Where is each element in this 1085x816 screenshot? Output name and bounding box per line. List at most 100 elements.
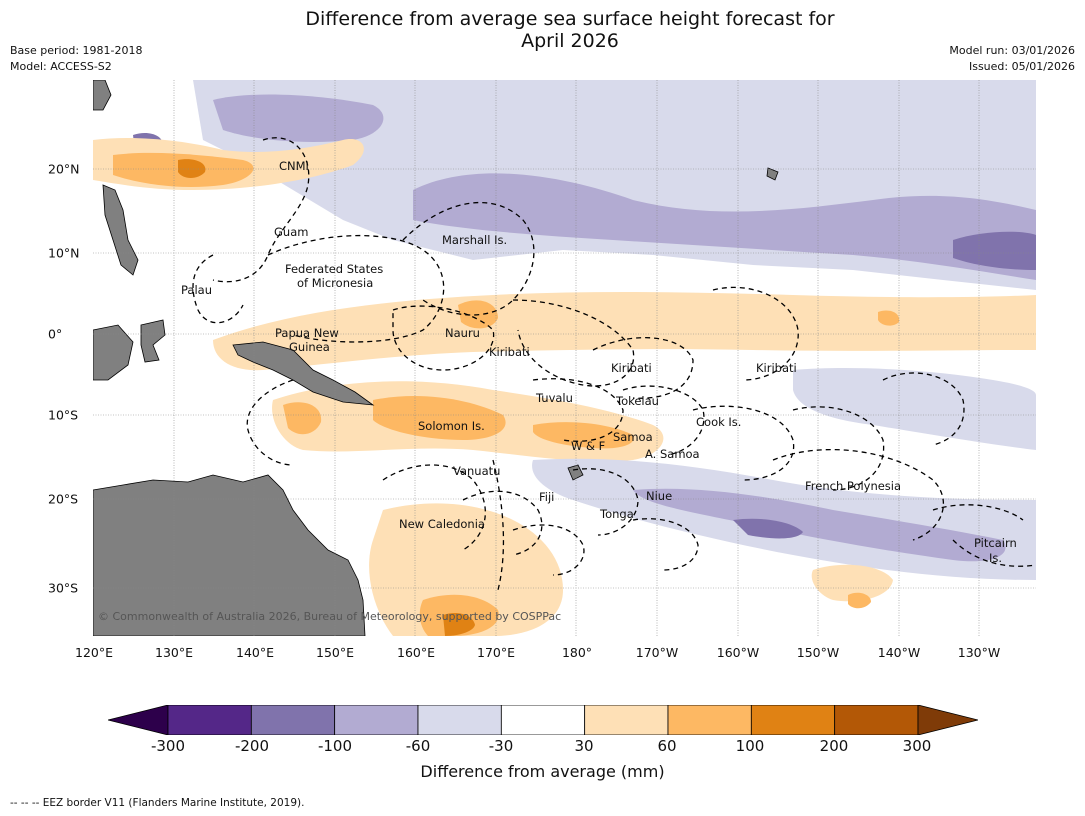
- colorbar: [108, 705, 978, 735]
- colorbar-segment-6: [584, 705, 669, 735]
- label-wallis-futuna: W & F: [571, 439, 605, 453]
- y-tick-2: 10°N: [48, 245, 80, 261]
- colorbar-label-9: 200: [819, 737, 849, 755]
- label-png-1: Papua New: [275, 326, 339, 340]
- anomaly-region-pos-sw-4: [283, 402, 322, 435]
- land-borneo: [93, 324, 134, 381]
- label-marshall: Marshall Is.: [442, 233, 507, 247]
- label-french-polynesia: French Polynesia: [805, 479, 901, 493]
- y-tick-5: 20°S: [48, 491, 79, 507]
- x-tick-8: 170°W: [635, 645, 679, 660]
- title-line-2: April 2026: [521, 30, 619, 52]
- land-hawaii: [766, 167, 779, 181]
- title-line-1: Difference from average sea surface heig…: [305, 8, 835, 30]
- colorbar-label-8: 100: [735, 737, 765, 755]
- anomaly-region-pos-sw: [369, 503, 563, 636]
- colorbar-extend-high: [917, 705, 978, 735]
- issued-date: Issued: 05/01/2026: [968, 60, 1075, 73]
- x-tick-5: 160°E: [396, 645, 436, 660]
- colorbar-segment-5: [500, 705, 586, 735]
- anomaly-region-pos-equatorial: [213, 291, 1036, 371]
- label-vanuatu: Vanuatu: [453, 464, 500, 478]
- x-tick-10: 150°W: [796, 645, 840, 660]
- meta-right: Model run: 03/01/2026 Issued: 05/01/2026: [949, 43, 1075, 75]
- label-palau: Palau: [181, 283, 212, 297]
- label-solomon: Solomon Is.: [418, 419, 485, 433]
- colorbar-label-10: 300: [902, 737, 932, 755]
- land-new-zealand-hint: [567, 464, 584, 481]
- colorbar-segment-7: [667, 705, 752, 735]
- colorbar-segment-1: [167, 705, 252, 735]
- y-tick-4: 10°S: [48, 407, 79, 423]
- colorbar-extend-low: [108, 705, 169, 735]
- land-australia: [93, 474, 366, 636]
- anomaly-region-pos-se: [811, 564, 893, 602]
- anomaly-region-pos-south-3: [533, 422, 634, 449]
- anomaly-region-neg-south-3: [733, 518, 803, 539]
- colorbar-label-3: -100: [317, 737, 353, 755]
- label-samoa: Samoa: [613, 430, 653, 444]
- colorbar-segment-8: [750, 705, 836, 735]
- label-kiribati-central: Kiribati: [611, 361, 652, 375]
- y-tick-1: 20°N: [48, 161, 80, 177]
- y-tick-3: 0°: [48, 326, 63, 342]
- x-tick-9: 160°W: [716, 645, 760, 660]
- anomaly-region-neg-north-4: [953, 231, 1036, 270]
- label-american-samoa: A. Samoa: [645, 447, 700, 461]
- anomaly-region-pos-sw-3: [443, 613, 475, 636]
- x-tick-12: 130°W: [957, 645, 1001, 660]
- base-period: Base period: 1981-2018: [10, 44, 143, 57]
- label-tokelau: Tokelau: [615, 394, 659, 408]
- anomaly-region-pos-se-2: [848, 592, 871, 609]
- x-tick-1: 120°E: [74, 645, 114, 660]
- label-niue: Niue: [646, 489, 672, 503]
- colorbar-label-7: 60: [657, 737, 677, 755]
- model-name: Model: ACCESS-S2: [10, 60, 112, 73]
- anomaly-region-neg-south-2: [633, 488, 1006, 562]
- anomaly-region-neg-east: [793, 368, 1036, 450]
- anomaly-region-neg-north-2: [413, 173, 1036, 280]
- label-fiji: Fiji: [539, 490, 554, 504]
- colorbar-segment-2: [250, 705, 336, 735]
- model-run: Model run: 03/01/2026: [949, 44, 1075, 57]
- label-png-2: Guinea: [289, 340, 330, 354]
- colorbar-label-2: -200: [234, 737, 270, 755]
- label-kiribati-west: Kiribati: [489, 345, 530, 359]
- x-tick-3: 140°E: [235, 645, 275, 660]
- forecast-map: CNMI Guam Marshall Is. Federated States …: [93, 80, 1036, 636]
- chart-title: Difference from average sea surface heig…: [0, 8, 1085, 52]
- colorbar-label-1: -300: [150, 737, 186, 755]
- land-sulawesi: [140, 319, 166, 363]
- label-pitcairn-1: Pitcairn: [974, 536, 1017, 550]
- colorbar-label-6: 30: [574, 737, 594, 755]
- eez-footnote: -- -- -- EEZ border V11 (Flanders Marine…: [10, 797, 305, 809]
- label-new-caledonia: New Caledonia: [399, 517, 485, 531]
- label-tuvalu: Tuvalu: [535, 391, 573, 405]
- graticule: [93, 80, 1036, 636]
- label-kiribati-east: Kiribati: [756, 361, 797, 375]
- colorbar-segment-9: [834, 705, 919, 735]
- anomaly-region-pos-nw-3: [178, 159, 206, 178]
- land-new-guinea: [232, 341, 375, 406]
- eez-borders: [192, 137, 1036, 591]
- label-tonga: Tonga: [599, 507, 634, 521]
- label-fsm-1: Federated States: [285, 262, 383, 276]
- colorbar-label-5: -30: [488, 737, 514, 755]
- copyright-notice: © Commonwealth of Australia 2026, Bureau…: [98, 610, 561, 623]
- colorbar-segment-4: [417, 705, 502, 735]
- x-tick-7: 180°: [561, 645, 593, 660]
- x-tick-4: 150°E: [315, 645, 355, 660]
- x-tick-6: 170°E: [476, 645, 516, 660]
- colorbar-label-4: -60: [405, 737, 431, 755]
- y-tick-6: 30°S: [48, 580, 79, 596]
- land-taiwan: [93, 80, 112, 111]
- colorbar-title: Difference from average (mm): [420, 762, 665, 781]
- label-cook-islands: Cook Is.: [696, 415, 741, 429]
- label-pitcairn-2: Is.: [989, 551, 1002, 565]
- label-cnmi: CNMI: [279, 159, 309, 173]
- label-nauru: Nauru: [445, 326, 480, 340]
- anomaly-region-pos-equatorial-3: [878, 310, 900, 326]
- land-philippines: [102, 184, 139, 276]
- anomaly-region-neg-north-3: [213, 94, 384, 142]
- x-tick-11: 140°W: [877, 645, 921, 660]
